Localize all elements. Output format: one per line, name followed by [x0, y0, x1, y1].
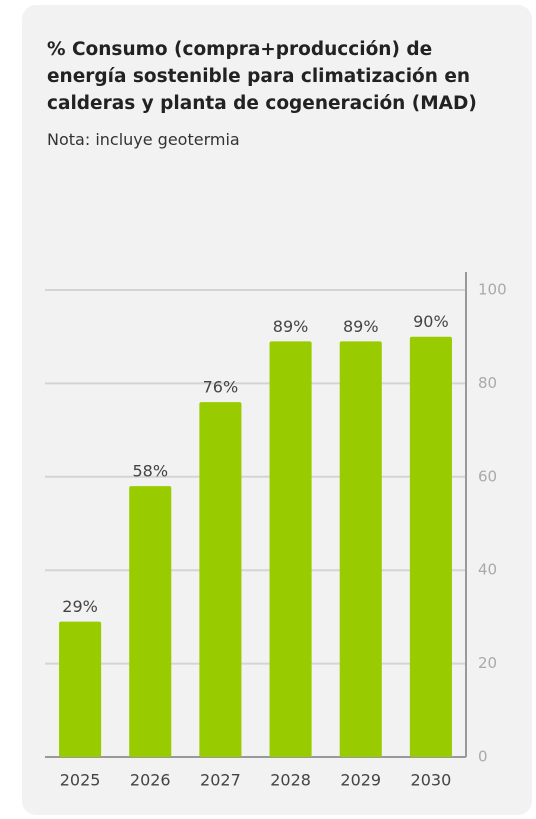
value-label: 29%	[62, 597, 98, 616]
value-label: 90%	[413, 312, 449, 331]
bar	[339, 341, 382, 757]
chart-subtitle: Nota: incluye geotermia	[47, 130, 240, 149]
x-tick-label: 2026	[130, 771, 171, 790]
x-tick-label: 2028	[270, 771, 311, 790]
bar	[129, 486, 172, 757]
value-label: 58%	[132, 462, 168, 481]
bar	[199, 402, 242, 757]
bar	[409, 336, 452, 757]
chart-title: % Consumo (compra+producción) de energía…	[47, 39, 477, 114]
bar	[59, 621, 102, 757]
bar	[269, 341, 312, 757]
y-tick-label: 100	[478, 281, 507, 299]
y-tick-label: 0	[478, 748, 488, 766]
value-label: 89%	[273, 317, 309, 336]
y-tick-label: 60	[478, 467, 497, 485]
value-label: 89%	[343, 317, 379, 336]
x-tick-label: 2027	[200, 771, 241, 790]
y-tick-label: 20	[478, 654, 497, 672]
value-label: 76%	[203, 378, 239, 397]
y-tick-label: 40	[478, 561, 497, 579]
x-tick-label: 2029	[340, 771, 381, 790]
x-tick-label: 2030	[411, 771, 452, 790]
x-tick-label: 2025	[60, 771, 101, 790]
y-tick-label: 80	[478, 374, 497, 392]
